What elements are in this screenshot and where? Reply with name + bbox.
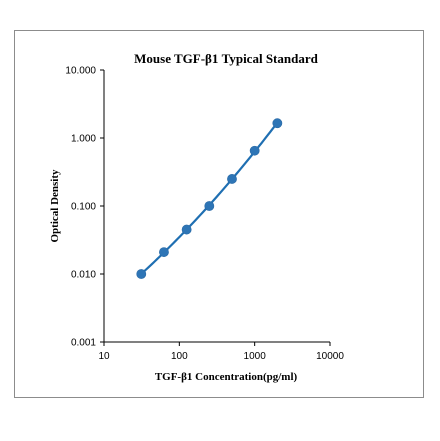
y-tick-label: 0.010 [71,270,96,281]
chart-title: Mouse TGF-β1 Typical Standard [134,51,318,66]
y-tick-label: 0.100 [71,202,96,213]
data-point [204,201,215,211]
data-point [272,118,283,129]
chart-frame [14,30,424,398]
data-point [227,174,237,184]
x-tick-label: 10000 [316,351,344,362]
y-tick-label: 10.000 [65,66,96,77]
data-point [136,269,147,279]
y-tick-label: 0.001 [71,338,96,349]
data-point [249,145,260,156]
y-axis-label: Optical Density [49,169,61,243]
y-tick-label: 1.000 [71,134,96,145]
x-tick-label: 10 [98,351,110,362]
x-tick-label: 100 [171,351,188,362]
x-axis-label: TGF-β1 Concentration(pg/ml) [155,371,298,383]
x-tick-label: 1000 [244,351,267,362]
data-point [159,247,169,257]
data-point [181,224,192,235]
